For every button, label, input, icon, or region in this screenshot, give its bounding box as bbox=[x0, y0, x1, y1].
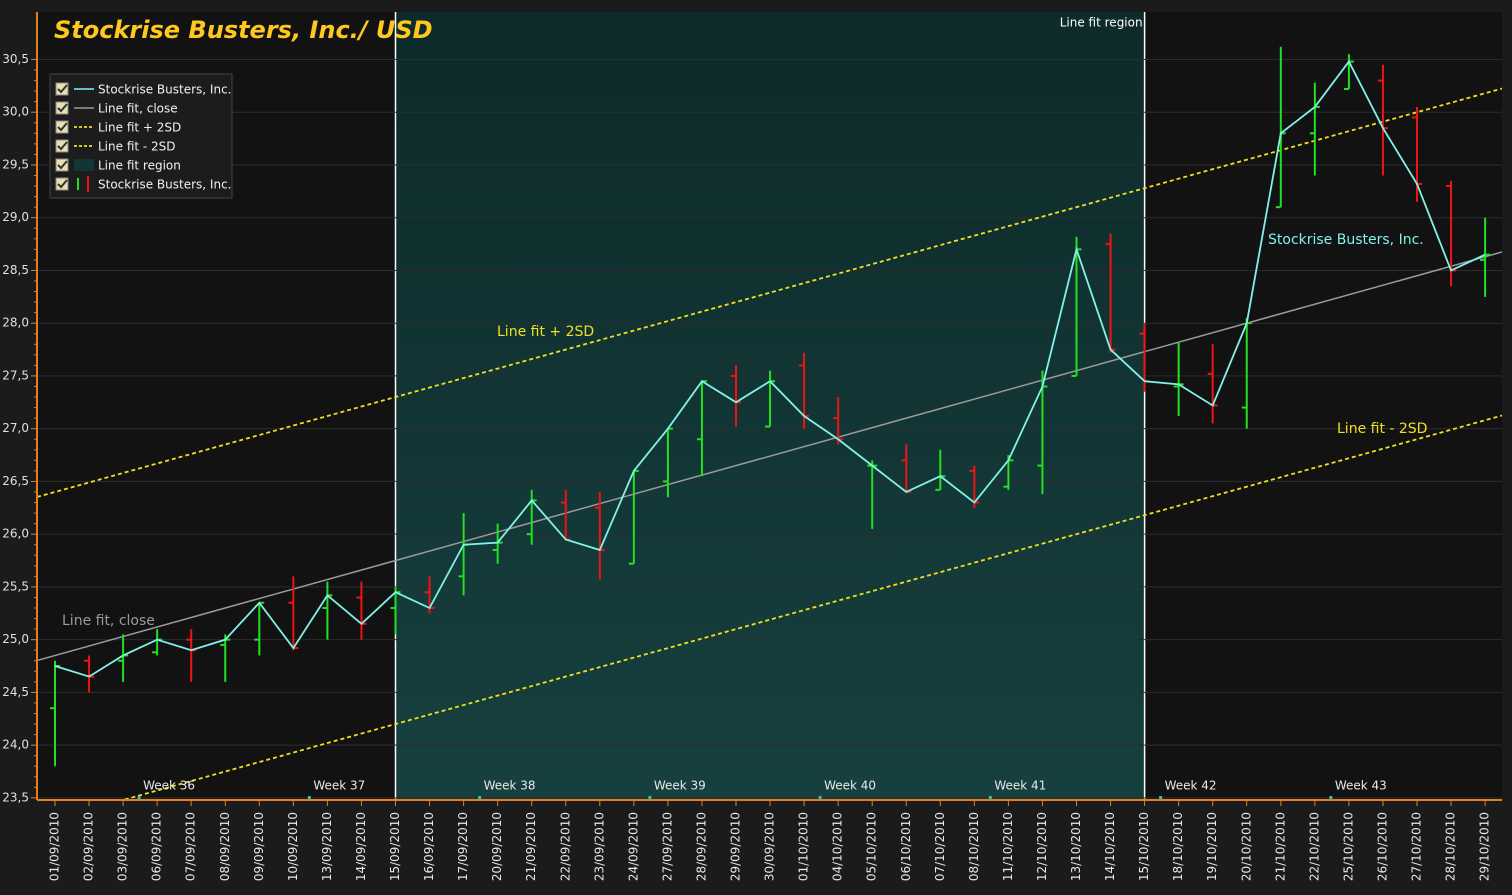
x-tick-label: 25/10/2010 bbox=[1341, 812, 1355, 881]
x-tick-label: 26/10/2010 bbox=[1375, 812, 1389, 881]
week-label: Week 42 bbox=[1165, 779, 1217, 793]
x-tick-label: 22/09/2010 bbox=[558, 812, 572, 881]
week-marker bbox=[307, 796, 311, 799]
week-label: Week 38 bbox=[484, 779, 536, 793]
series-annotation: Line fit - 2SD bbox=[1337, 421, 1427, 437]
y-tick-label: 26,0 bbox=[2, 527, 29, 541]
legend-check bbox=[57, 141, 68, 151]
x-tick-label: 15/09/2010 bbox=[388, 812, 402, 881]
x-tick-label: 10/09/2010 bbox=[286, 812, 300, 881]
x-tick-label: 28/09/2010 bbox=[694, 812, 708, 881]
x-tick-label: 24/09/2010 bbox=[626, 812, 640, 881]
x-tick-label: 01/09/2010 bbox=[48, 812, 62, 881]
x-tick-label: 09/09/2010 bbox=[252, 812, 266, 881]
y-tick-label: 27,5 bbox=[2, 368, 29, 382]
x-tick-label: 18/10/2010 bbox=[1171, 812, 1185, 881]
fit-line bbox=[119, 414, 1502, 800]
legend-check bbox=[57, 103, 68, 113]
week-label: Week 37 bbox=[313, 779, 365, 793]
legend-check bbox=[57, 179, 68, 189]
week-marker bbox=[988, 796, 992, 799]
x-tick-label: 14/09/2010 bbox=[354, 812, 368, 881]
week-label: Week 39 bbox=[654, 779, 706, 793]
week-marker bbox=[648, 796, 652, 799]
x-tick-label: 13/09/2010 bbox=[320, 812, 334, 881]
week-label: Week 43 bbox=[1335, 779, 1387, 793]
legend-label: Line fit + 2SD bbox=[98, 121, 181, 135]
series-annotation: Line fit, close bbox=[62, 613, 155, 629]
y-tick-label: 30,5 bbox=[2, 52, 29, 66]
legend-label: Line fit, close bbox=[98, 102, 178, 116]
close-line bbox=[54, 59, 1486, 678]
y-tick-label: 28,0 bbox=[2, 316, 29, 330]
x-tick-label: 29/09/2010 bbox=[729, 812, 743, 881]
x-tick-label: 22/10/2010 bbox=[1307, 812, 1321, 881]
x-tick-label: 16/09/2010 bbox=[422, 812, 436, 881]
week-marker bbox=[818, 796, 822, 799]
x-tick-label: 14/10/2010 bbox=[1103, 812, 1117, 881]
x-tick-label: 13/10/2010 bbox=[1069, 812, 1083, 881]
week-label: Week 41 bbox=[994, 779, 1046, 793]
legend-check bbox=[57, 160, 68, 170]
y-tick-label: 28,5 bbox=[2, 263, 29, 277]
y-tick-label: 26,5 bbox=[2, 474, 29, 488]
y-tick-label: 27,0 bbox=[2, 421, 29, 435]
x-tick-label: 30/09/2010 bbox=[763, 812, 777, 881]
x-tick-label: 01/10/2010 bbox=[797, 812, 811, 881]
x-tick-label: 28/10/2010 bbox=[1444, 812, 1458, 881]
x-tick-label: 12/10/2010 bbox=[1035, 812, 1049, 881]
y-tick-label: 29,0 bbox=[2, 210, 29, 224]
y-tick-label: 29,5 bbox=[2, 157, 29, 171]
fit-line bbox=[37, 251, 1502, 662]
x-tick-label: 27/10/2010 bbox=[1410, 812, 1424, 881]
week-label: Week 36 bbox=[143, 779, 195, 793]
region-label: Line fit region bbox=[1060, 16, 1143, 30]
y-tick-label: 23,5 bbox=[2, 790, 29, 804]
y-tick-label: 24,0 bbox=[2, 738, 29, 752]
x-tick-label: 19/10/2010 bbox=[1205, 812, 1219, 881]
x-tick-label: 20/09/2010 bbox=[490, 812, 504, 881]
x-tick-label: 06/10/2010 bbox=[899, 812, 913, 881]
week-label: Week 40 bbox=[824, 779, 876, 793]
x-tick-label: 29/10/2010 bbox=[1478, 812, 1492, 881]
legend-label: Stockrise Busters, Inc. bbox=[98, 83, 231, 97]
fit-line bbox=[37, 87, 1502, 498]
x-tick-label: 23/09/2010 bbox=[592, 812, 606, 881]
x-tick-label: 27/09/2010 bbox=[660, 812, 674, 881]
y-tick-label: 30,0 bbox=[2, 105, 29, 119]
chart-title: Stockrise Busters, Inc./ USD bbox=[54, 16, 433, 44]
x-tick-label: 20/10/2010 bbox=[1239, 812, 1253, 881]
legend-check bbox=[57, 84, 68, 94]
x-tick-label: 08/10/2010 bbox=[967, 812, 981, 881]
x-tick-label: 21/10/2010 bbox=[1273, 812, 1287, 881]
x-tick-label: 03/09/2010 bbox=[116, 812, 130, 881]
x-tick-label: 02/09/2010 bbox=[82, 812, 96, 881]
x-tick-label: 11/10/2010 bbox=[1001, 812, 1015, 881]
legend-label: Line fit region bbox=[98, 159, 181, 173]
x-tick-label: 21/09/2010 bbox=[524, 812, 538, 881]
x-tick-label: 08/09/2010 bbox=[218, 812, 232, 881]
week-marker bbox=[137, 796, 141, 799]
week-marker bbox=[1159, 796, 1163, 799]
legend-swatch bbox=[74, 159, 94, 171]
x-tick-label: 15/10/2010 bbox=[1137, 812, 1151, 881]
legend-check bbox=[57, 122, 68, 132]
legend-box bbox=[49, 73, 233, 199]
week-marker bbox=[478, 796, 482, 799]
x-tick-label: 06/09/2010 bbox=[150, 812, 164, 881]
week-marker bbox=[1329, 796, 1333, 799]
series-annotation: Line fit + 2SD bbox=[497, 324, 594, 340]
x-tick-label: 05/10/2010 bbox=[865, 812, 879, 881]
x-tick-label: 17/09/2010 bbox=[456, 812, 470, 881]
y-tick-label: 25,5 bbox=[2, 579, 29, 593]
x-tick-label: 07/09/2010 bbox=[184, 812, 198, 881]
y-tick-label: 25,0 bbox=[2, 632, 29, 646]
x-tick-label: 07/10/2010 bbox=[933, 812, 947, 881]
series-annotation: Stockrise Busters, Inc. bbox=[1268, 232, 1424, 248]
legend-label: Stockrise Busters, Inc. bbox=[98, 178, 231, 192]
legend-label: Line fit - 2SD bbox=[98, 140, 176, 154]
y-tick-label: 24,5 bbox=[2, 685, 29, 699]
x-tick-label: 04/10/2010 bbox=[831, 812, 845, 881]
